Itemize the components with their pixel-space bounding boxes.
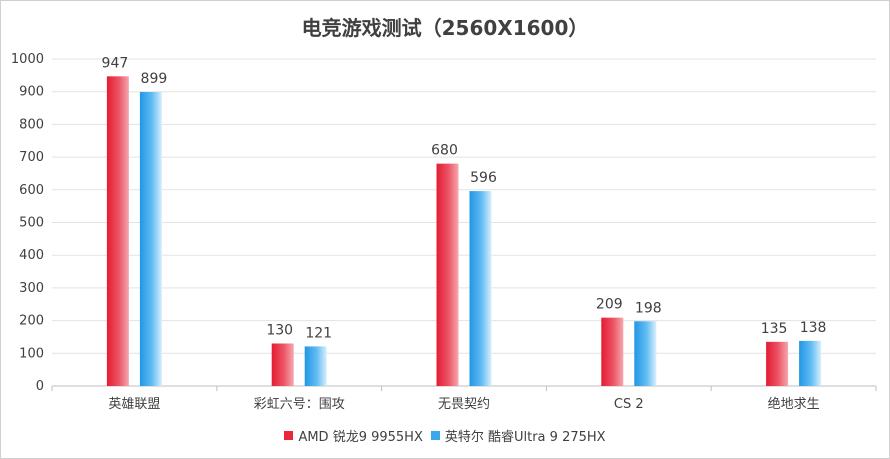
data-label: 121 bbox=[305, 325, 332, 341]
data-label: 947 bbox=[102, 55, 129, 71]
y-tick-label: 700 bbox=[19, 150, 44, 165]
x-tick-label: 绝地求生 bbox=[768, 396, 820, 412]
y-tick-label: 900 bbox=[19, 85, 44, 100]
chart-title: 电竞游戏测试（2560X1600） bbox=[301, 16, 589, 40]
legend-label-amd: AMD 锐龙9 9955HX bbox=[298, 430, 423, 445]
legend-item-intel: 英特尔 酷睿Ultra 9 275HX bbox=[430, 426, 606, 445]
bar bbox=[766, 341, 789, 386]
bar bbox=[139, 92, 162, 386]
bar bbox=[799, 340, 822, 386]
data-label: 130 bbox=[266, 322, 293, 338]
y-tick-label: 500 bbox=[19, 216, 44, 231]
legend-swatch-amd bbox=[284, 431, 294, 440]
y-tick-label: 600 bbox=[19, 183, 44, 198]
y-tick-label: 1000 bbox=[11, 52, 44, 67]
y-tick-label: 300 bbox=[19, 281, 44, 296]
bar bbox=[106, 76, 129, 387]
data-label: 209 bbox=[596, 297, 623, 313]
legend-item-amd: AMD 锐龙9 9955HX bbox=[284, 426, 423, 445]
legend-label-intel: 英特尔 酷睿Ultra 9 275HX bbox=[444, 430, 606, 445]
y-tick-label: 100 bbox=[19, 346, 44, 361]
bar bbox=[436, 163, 459, 386]
data-label: 138 bbox=[800, 320, 827, 336]
data-label: 135 bbox=[761, 321, 788, 337]
x-tick-label: CS 2 bbox=[614, 397, 644, 412]
bar bbox=[304, 346, 327, 386]
y-tick-label: 200 bbox=[19, 314, 44, 329]
bar bbox=[469, 191, 492, 386]
y-tick-label: 800 bbox=[19, 117, 44, 132]
x-tick-label: 彩虹六号：围攻 bbox=[254, 397, 345, 412]
y-tick-label: 400 bbox=[19, 248, 44, 263]
data-label: 899 bbox=[141, 71, 168, 87]
y-tick-label: 0 bbox=[36, 379, 44, 394]
legend-swatch-intel bbox=[430, 431, 440, 440]
x-tick-label: 无畏契约 bbox=[438, 397, 490, 412]
bar bbox=[601, 317, 624, 386]
x-tick-label: 英雄联盟 bbox=[108, 397, 160, 412]
data-label: 596 bbox=[470, 170, 497, 186]
bar bbox=[271, 343, 294, 386]
data-label: 198 bbox=[635, 300, 662, 316]
chart-legend: AMD 锐龙9 9955HX 英特尔 酷睿Ultra 9 275HX bbox=[0, 426, 890, 445]
bar bbox=[634, 321, 657, 386]
data-label: 680 bbox=[431, 143, 458, 159]
